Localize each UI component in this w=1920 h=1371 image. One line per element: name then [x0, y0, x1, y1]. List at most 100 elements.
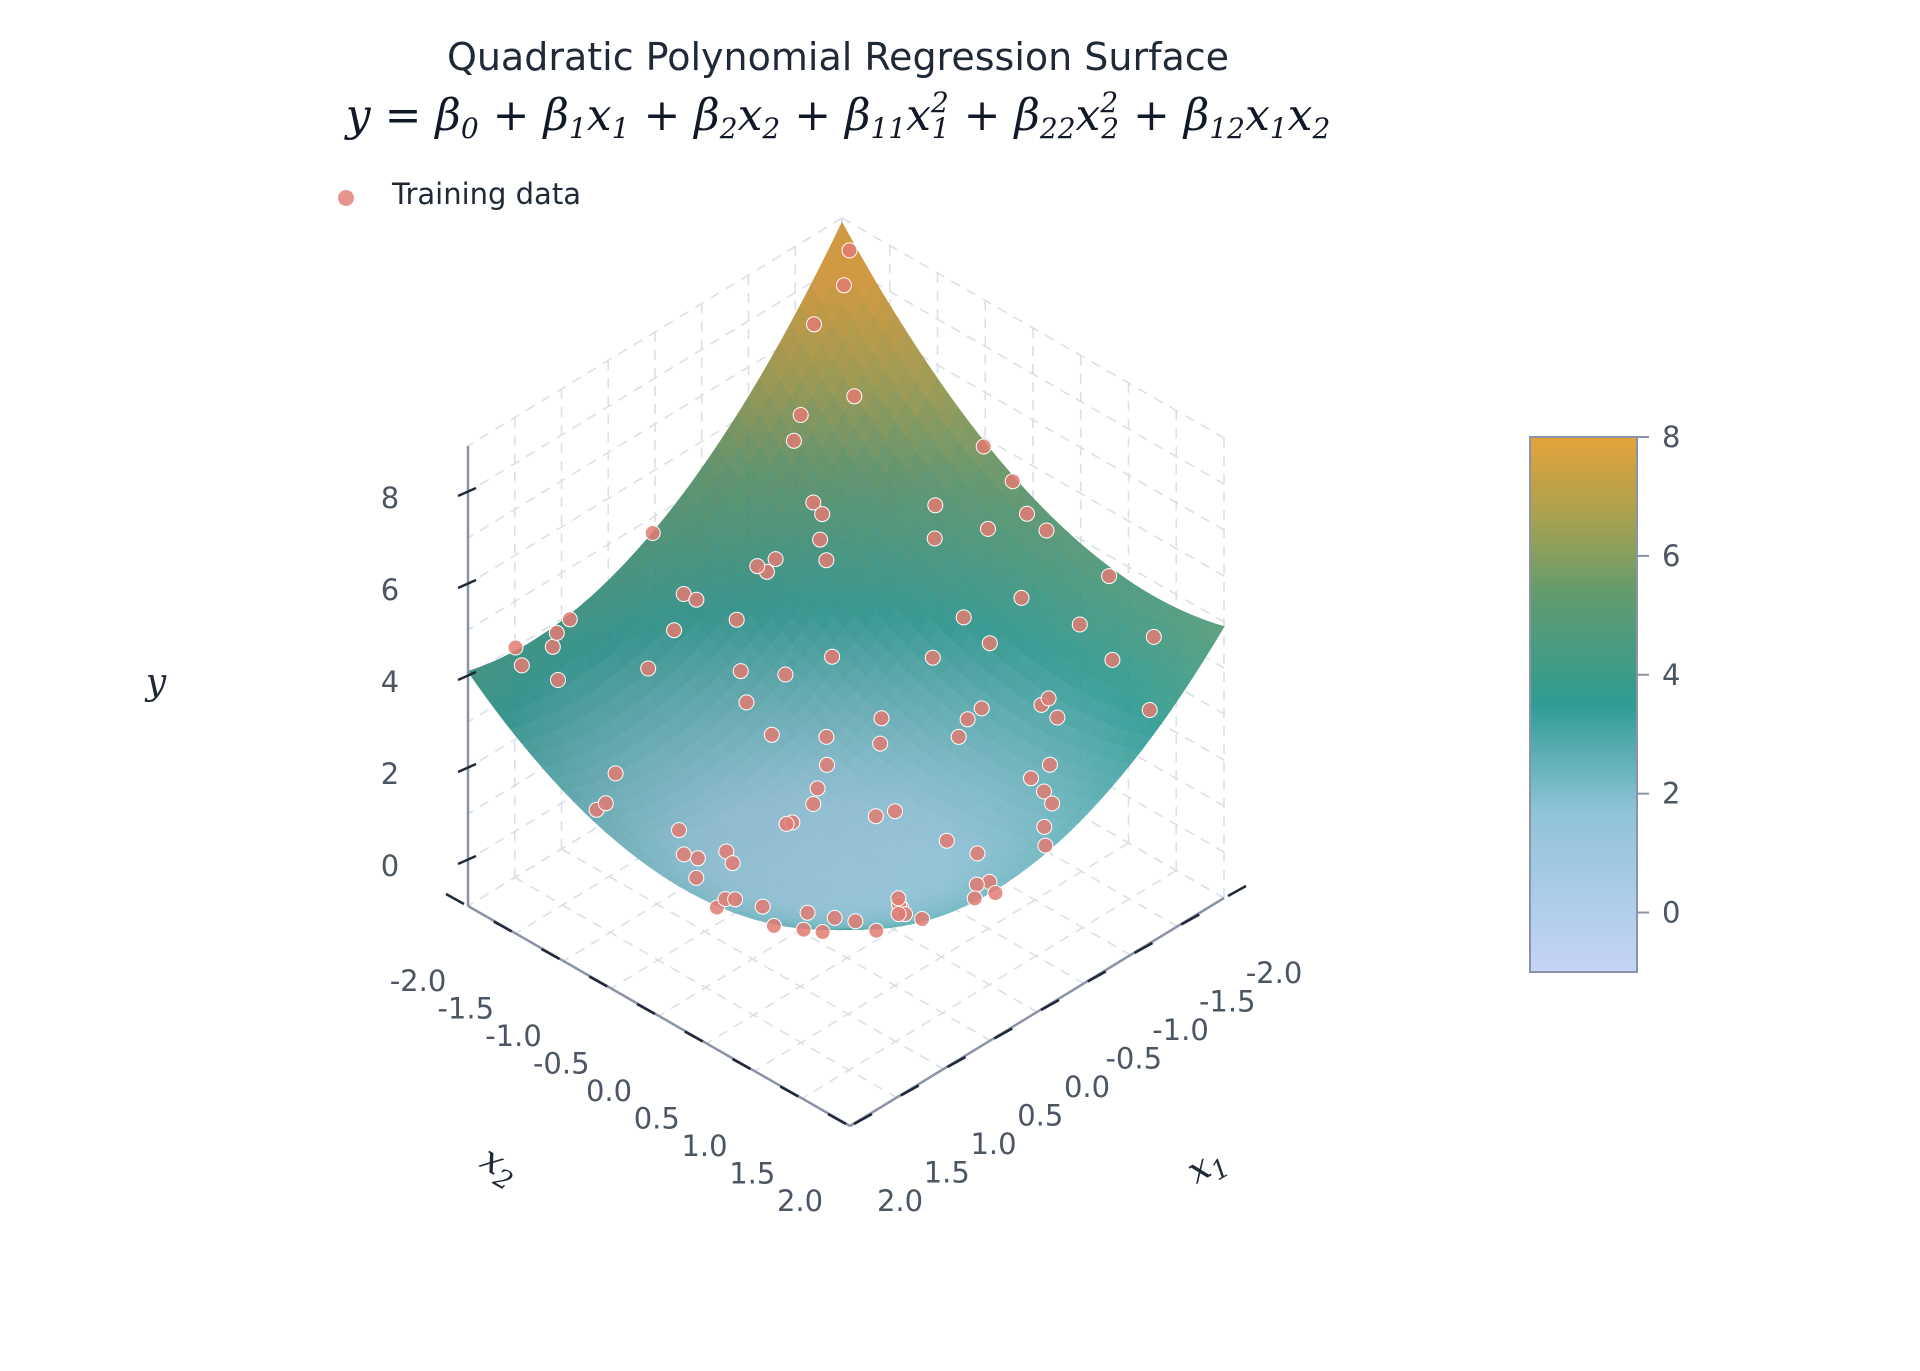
y-tick-label: 2	[381, 757, 399, 791]
training-data-point	[975, 438, 992, 455]
training-data-point	[675, 846, 692, 863]
training-data-point	[689, 850, 706, 867]
x2-tick-label: 2.0	[777, 1184, 823, 1218]
training-data-point	[806, 316, 822, 333]
training-data-point	[1036, 818, 1053, 835]
training-data-point	[824, 648, 841, 665]
x2-tick-label: 1.0	[681, 1129, 727, 1163]
training-data-point	[1044, 795, 1061, 812]
x2-tick-label: -0.5	[533, 1047, 590, 1081]
colorbar-tick-label: 4	[1662, 658, 1680, 692]
training-data-point	[890, 890, 907, 907]
x2-tick	[684, 1030, 704, 1043]
grid-line-wall	[841, 217, 1225, 439]
training-data-point	[959, 711, 976, 728]
training-data-point	[666, 622, 683, 639]
training-data-point	[561, 611, 578, 628]
training-data-point	[805, 494, 822, 511]
legend-marker	[338, 190, 354, 206]
x2-tick-label: 0.0	[586, 1074, 632, 1108]
training-data-point	[814, 924, 831, 940]
training-data-point	[754, 898, 771, 915]
training-data-point	[548, 624, 565, 641]
training-data-point	[814, 506, 831, 523]
training-data-point	[819, 756, 835, 773]
colorbar-tick-label: 6	[1662, 539, 1680, 573]
chart-title: Quadratic Polynomial Regression Surface	[447, 35, 1229, 79]
x1-tick-label: 0.0	[1064, 1070, 1110, 1104]
training-data-points	[507, 242, 1162, 940]
training-data-point	[938, 832, 955, 849]
training-data-point	[550, 672, 566, 688]
x1-tick	[853, 1112, 873, 1126]
y-tick	[457, 670, 477, 682]
colorbar-tick-label: 2	[1662, 777, 1680, 811]
training-data-point	[809, 780, 826, 797]
training-data-point	[597, 795, 614, 812]
training-data-point	[1037, 837, 1054, 854]
training-data-point	[688, 591, 705, 608]
training-data-point	[544, 638, 561, 655]
training-data-point	[950, 728, 967, 745]
training-data-point	[826, 909, 843, 926]
colorbar-ticks: 0 2 4 6 8	[1637, 420, 1680, 930]
y-axis-title: y	[144, 662, 167, 703]
x1-tick-label: -0.5	[1105, 1042, 1162, 1076]
training-data-point	[799, 904, 816, 921]
x1-tick	[1087, 970, 1107, 983]
training-data-point	[1049, 709, 1066, 726]
colorbar-tick-label: 8	[1662, 420, 1680, 454]
training-data-point	[1141, 702, 1158, 718]
x2-tick	[445, 892, 465, 906]
training-data-point	[749, 558, 766, 575]
x2-tick	[779, 1085, 799, 1098]
training-data-point	[763, 726, 780, 743]
legend-label: Training data	[391, 177, 581, 211]
training-data-point	[513, 657, 530, 674]
training-data-point	[926, 530, 943, 547]
training-data-point	[671, 822, 687, 839]
training-data-point	[955, 609, 972, 626]
x2-tick	[827, 1112, 847, 1126]
y-tick-label: 8	[381, 481, 399, 515]
plot-3d: -2.0-1.5-1.0-0.50.00.51.01.52.0-2.0-1.5-…	[144, 217, 1302, 1218]
training-data-point	[924, 649, 941, 666]
training-data-point	[968, 876, 985, 893]
x1-tick-label: -1.5	[1199, 985, 1256, 1019]
training-data-point	[1004, 473, 1021, 490]
training-data-point	[835, 277, 852, 294]
grid-line-floor	[561, 848, 944, 1070]
training-data-point	[785, 432, 802, 449]
x1-tick	[1040, 998, 1060, 1012]
training-data-point	[1104, 651, 1121, 668]
x2-tick-label: -1.5	[437, 992, 494, 1026]
y-tick-label: 4	[381, 665, 399, 699]
grid-line-wall	[841, 263, 1225, 485]
grid-line-wall	[467, 263, 843, 493]
y-tick-label: 6	[381, 573, 399, 607]
x1-tick	[993, 1027, 1013, 1040]
x2-tick-label: -2.0	[390, 964, 447, 998]
training-data-point	[765, 917, 782, 934]
grid-line-floor	[514, 876, 898, 1099]
training-data-point	[767, 551, 784, 568]
y-tick	[457, 762, 477, 774]
x1-tick	[1227, 884, 1247, 898]
x2-tick	[540, 947, 561, 961]
y-tick	[457, 486, 477, 498]
x2-tick	[588, 975, 608, 988]
x1-tick	[1133, 941, 1154, 955]
training-data-point	[914, 911, 931, 927]
x2-tick	[493, 920, 513, 933]
training-data-point	[887, 803, 903, 820]
training-data-point	[973, 700, 990, 717]
training-data-point	[1040, 690, 1057, 707]
training-data-point	[738, 694, 755, 711]
grid-line-wall	[467, 217, 843, 447]
training-data-point	[1013, 589, 1030, 606]
training-data-point	[980, 520, 996, 537]
x2-tick	[731, 1057, 752, 1071]
regression-surface	[467, 221, 1225, 931]
x1-tick-label: 1.0	[970, 1127, 1016, 1161]
x2-tick	[636, 1002, 656, 1016]
